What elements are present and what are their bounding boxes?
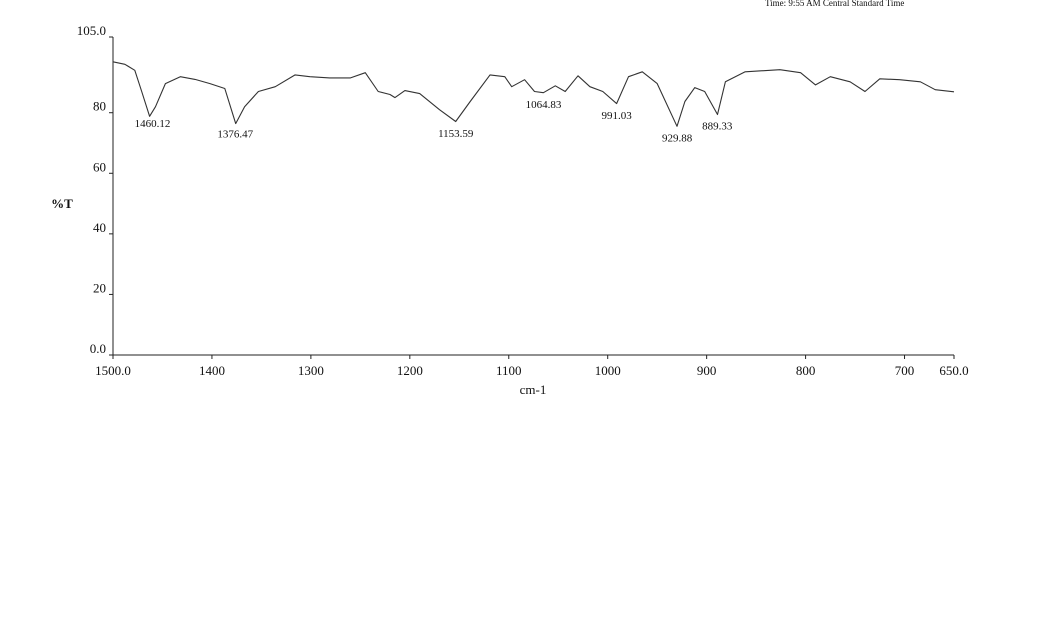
peak-label: 1153.59 xyxy=(438,128,474,140)
x-tick-label: 1100 xyxy=(496,363,522,378)
x-tick-label: 900 xyxy=(697,363,717,378)
x-tick-label: 1400 xyxy=(199,363,225,378)
peak-label: 1064.83 xyxy=(526,99,562,111)
x-tick-label: 1000 xyxy=(595,363,621,378)
x-axis-label: cm-1 xyxy=(520,382,547,397)
y-tick-label: 0.0 xyxy=(90,341,106,356)
y-tick-label: 40 xyxy=(93,220,106,235)
peak-label: 1376.47 xyxy=(217,129,253,141)
y-tick-label: 60 xyxy=(93,159,106,174)
x-tick-label: 1500.0 xyxy=(95,363,131,378)
x-tick-label: 1300 xyxy=(298,363,324,378)
y-tick-label: 105.0 xyxy=(77,23,106,38)
x-tick-label: 1200 xyxy=(397,363,423,378)
spectrum-line xyxy=(112,61,955,127)
y-axis-label: %T xyxy=(51,196,73,211)
y-tick-label: 80 xyxy=(93,99,106,114)
peak-label: 889.33 xyxy=(702,120,733,132)
y-tick-label: 20 xyxy=(93,280,106,295)
header: Time: 9:55 AM Central Standard Time xyxy=(765,0,904,8)
x-tick-label: 800 xyxy=(796,363,816,378)
peak-label: 991.03 xyxy=(601,110,632,122)
peak-label: 929.88 xyxy=(662,133,693,145)
x-tick-label: 650.0 xyxy=(939,363,968,378)
x-tick-label: 700 xyxy=(895,363,915,378)
peak-label: 1460.12 xyxy=(135,118,171,130)
